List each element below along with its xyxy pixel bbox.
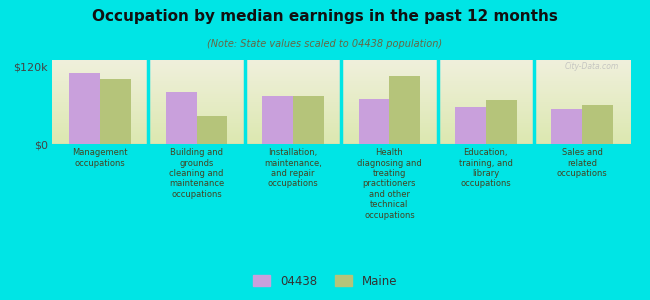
- Bar: [486, 100, 517, 144]
- Bar: [196, 116, 227, 144]
- Bar: [551, 109, 582, 144]
- Bar: [293, 95, 324, 144]
- Text: City-Data.com: City-Data.com: [565, 62, 619, 71]
- Bar: [455, 106, 486, 144]
- Bar: [389, 76, 421, 144]
- Bar: [166, 92, 196, 144]
- Text: Occupation by median earnings in the past 12 months: Occupation by median earnings in the pas…: [92, 9, 558, 24]
- Bar: [359, 99, 389, 144]
- Legend: 04438, Maine: 04438, Maine: [249, 271, 401, 291]
- Bar: [582, 105, 613, 144]
- Bar: [100, 80, 131, 144]
- Bar: [70, 73, 100, 144]
- Bar: [262, 95, 293, 144]
- Text: (Note: State values scaled to 04438 population): (Note: State values scaled to 04438 popu…: [207, 39, 443, 49]
